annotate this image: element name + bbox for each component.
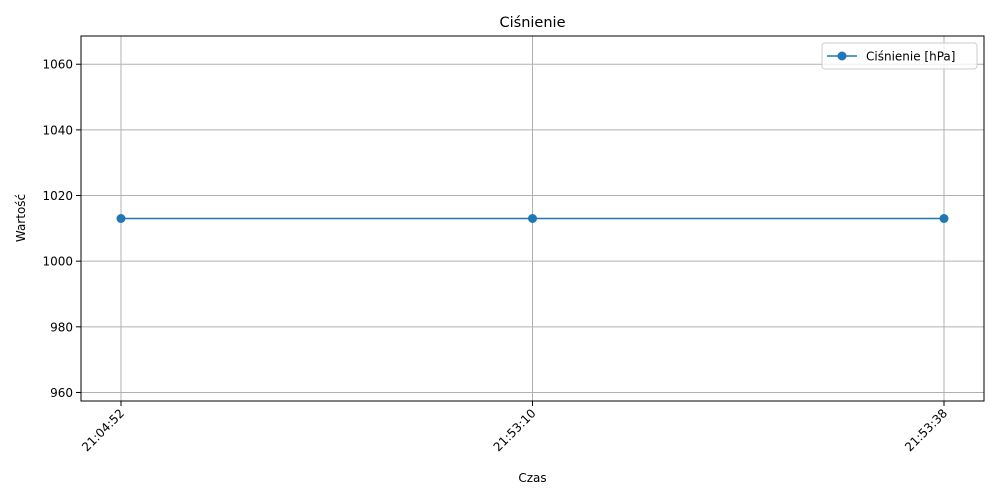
data-point bbox=[116, 214, 126, 223]
chart-title: Ciśnienie bbox=[500, 15, 566, 31]
series-layer bbox=[116, 214, 949, 223]
data-point bbox=[939, 214, 949, 223]
legend-series-label: Ciśnienie [hPa] bbox=[866, 50, 955, 64]
legend-box bbox=[821, 42, 978, 70]
y-tick-label: 1000 bbox=[42, 255, 73, 269]
legend-series-marker bbox=[837, 51, 847, 61]
y-axis-ticks: 960 980 1000 1020 1040 1060 bbox=[42, 58, 81, 400]
legend: Ciśnienie [hPa] bbox=[821, 42, 978, 70]
y-tick-label: 1060 bbox=[42, 58, 73, 72]
y-tick-label: 1040 bbox=[42, 123, 73, 137]
data-point bbox=[528, 214, 537, 223]
x-axis-title: Czas bbox=[518, 471, 546, 485]
y-axis-title: Wartość bbox=[14, 194, 28, 242]
y-tick-label: 960 bbox=[50, 386, 73, 400]
y-tick-label: 980 bbox=[50, 320, 73, 334]
y-tick-label: 1020 bbox=[42, 189, 73, 203]
